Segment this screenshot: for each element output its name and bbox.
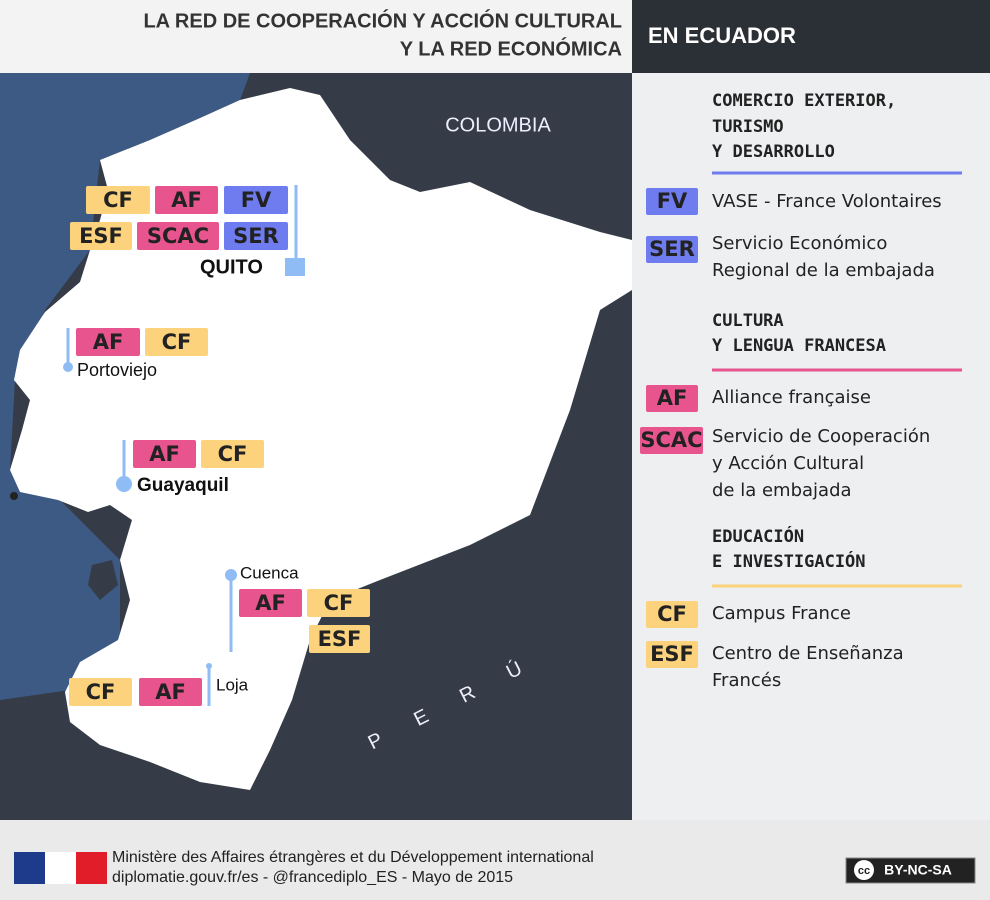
badge [224,186,288,214]
city-marker [116,476,132,492]
legend-code: SER [649,237,695,261]
city-name: Portoviejo [77,360,157,380]
badge [76,328,140,356]
badge [239,589,302,617]
ecuador [10,88,632,790]
ocean [0,73,250,700]
footer-line: diplomatie.gouv.fr/es - @francediplo_ES … [112,869,513,886]
section-title: COMERCIO EXTERIOR, [712,91,896,111]
legend-label: Alliance française [712,387,871,408]
badge [69,678,132,706]
legend-code: SCAC [640,428,702,452]
badge-label: SCAC [147,224,209,248]
legend-code: AF [657,386,688,410]
badge-label: CF [86,680,116,704]
badge-label: ESF [79,224,123,248]
legend-code: FV [657,189,688,213]
badge-label: AF [93,330,124,354]
city-name: QUITO [200,256,263,278]
license-circle [854,860,874,880]
legend-badge [640,427,703,454]
badge [145,328,208,356]
legend-label: VASE - France Volontaires [712,191,942,212]
legend-badge [646,641,698,668]
badge-label: ESF [318,627,362,651]
badge-label: FV [241,188,272,212]
logo-blue [14,852,45,884]
city-name: Cuenca [240,563,299,582]
badge-label: CF [103,188,133,212]
header-tag-box [632,0,990,73]
legend-badge [646,188,698,215]
section-title: TURISMO [712,117,784,137]
badge [155,186,218,214]
header-bar [0,0,632,73]
section-title: Y DESARROLLO [712,142,835,162]
footer-line: Ministère des Affaires étrangères et du … [112,849,594,866]
legend-label: Servicio Económico [712,233,887,254]
legend-label: Regional de la embajada [712,260,935,281]
license-text: BY-NC-SA [884,862,952,878]
badge [307,589,370,617]
legend-badge [646,385,698,412]
title-line: Y LA RED ECONÓMICA [400,36,622,60]
badge [224,222,288,250]
badge [309,625,370,653]
map: COLOMBIA PERÚ [0,73,632,820]
legend-badge [646,601,698,628]
badge-label: AF [171,188,202,212]
badge-label: SER [233,224,279,248]
section-title: CULTURA [712,311,784,331]
badge-label: CF [162,330,192,354]
badge [139,678,202,706]
city-marker [285,258,305,276]
legend-badge [646,236,698,263]
city-marker [206,663,212,669]
badge-label: CF [218,442,248,466]
island [88,560,118,600]
legend-label: Francés [712,670,781,691]
badge-label: AF [155,680,186,704]
header-tag: EN ECUADOR [648,23,796,48]
legend-label: Campus France [712,603,851,624]
license-icon: cc [858,865,870,877]
legend-code: ESF [650,642,694,666]
legend-code: CF [657,602,687,626]
city-name: Guayaquil [137,475,229,496]
city-marker [63,362,73,372]
badge [201,440,264,468]
city-name: Loja [216,675,249,694]
logo-white [45,852,76,884]
legend-label: Servicio de Cooperación [712,426,930,447]
legend-label: y Acción Cultural [712,453,864,474]
legend-label: de la embajada [712,480,852,501]
section-title: EDUCACIÓN [712,525,804,547]
badge-label: CF [324,591,354,615]
title-line: LA RED DE COOPERACIÓN Y ACCIÓN CULTURAL [143,8,622,32]
section-title: E INVESTIGACIÓN [712,550,866,572]
galapagos-dot [10,492,18,500]
logo-red [76,852,107,884]
badge-label: AF [149,442,180,466]
country-label: COLOMBIA [445,114,551,136]
footer: Ministère des Affaires étrangères et du … [14,849,976,886]
badge [86,186,150,214]
city-marker [225,569,237,581]
badge [133,440,196,468]
section-title: Y LENGUA FRANCESA [712,336,886,356]
badge [137,222,219,250]
badge-label: AF [255,591,286,615]
badge [70,222,132,250]
legend-label: Centro de Enseñanza [712,643,904,664]
